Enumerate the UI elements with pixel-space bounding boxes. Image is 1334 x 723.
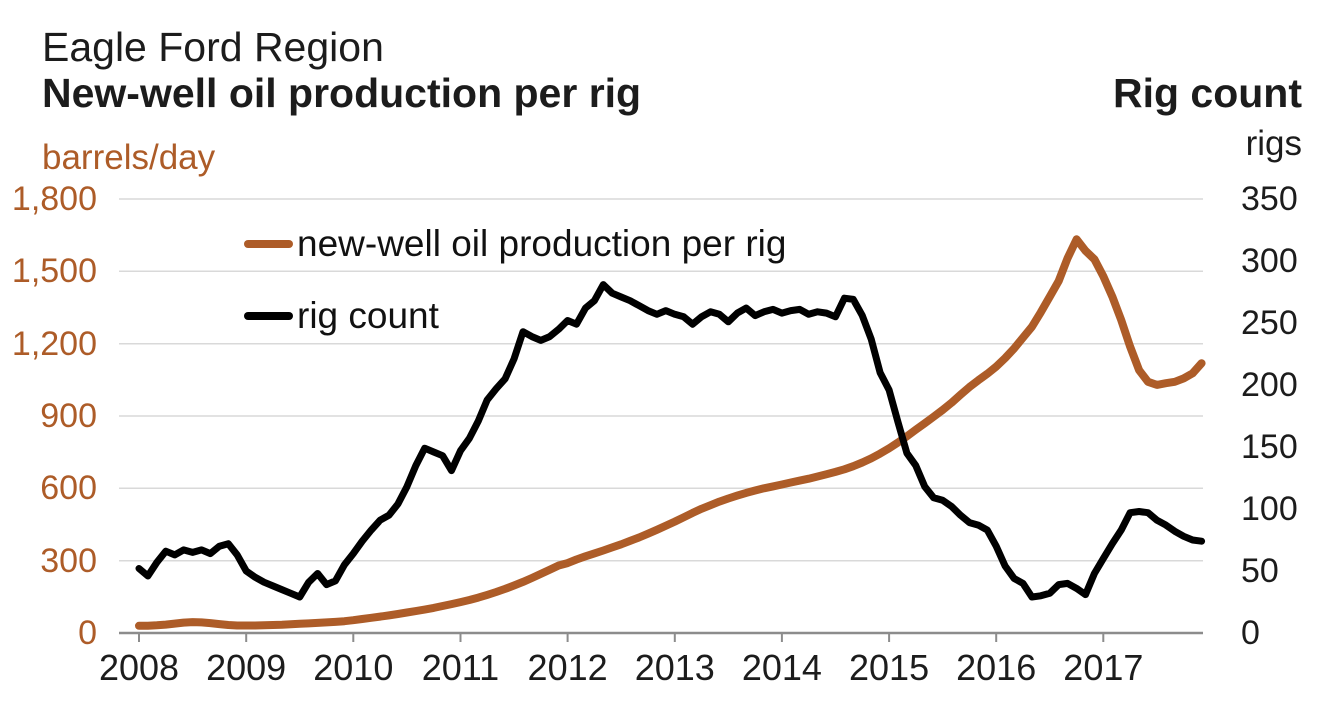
- x-axis-tick-label: 2012: [527, 647, 608, 688]
- x-axis-tick-label: 2015: [849, 647, 930, 688]
- right-axis-tick-label: 250: [1241, 304, 1298, 342]
- right-chart-title: Rig count: [1112, 70, 1302, 116]
- rig-count-line: [135, 281, 1206, 601]
- left-axis-tick-label: 1,500: [11, 252, 97, 291]
- right-axis-tick-label: 200: [1241, 366, 1298, 404]
- left-axis-unit: barrels/day: [42, 138, 216, 177]
- right-axis-tick-label: 350: [1241, 180, 1298, 218]
- right-axis-tick-label: 0: [1241, 614, 1260, 652]
- left-chart-title: New-well oil production per rig: [42, 70, 642, 116]
- right-axis-unit: rigs: [1245, 124, 1302, 163]
- x-axis-tick-label: 2014: [741, 647, 822, 688]
- x-axis-tick-label: 2011: [421, 647, 500, 688]
- right-axis-tick-label: 300: [1241, 242, 1298, 280]
- left-axis-tick-label: 300: [40, 541, 97, 580]
- left-axis-tick-label: 900: [40, 397, 97, 435]
- right-axis-tick-label: 150: [1241, 428, 1298, 466]
- x-axis-tick-label: 2010: [313, 647, 394, 688]
- left-axis-tick-label: 1,800: [11, 180, 97, 218]
- legend-item-production: new-well oil production per rig: [244, 222, 786, 266]
- x-axis-tick-label: 2008: [98, 647, 180, 688]
- rig-count-line-swatch: [244, 312, 293, 320]
- legend-label-rig-count: rig count: [297, 295, 439, 336]
- x-axis-tick-label: 2013: [634, 647, 715, 688]
- legend-label-production: new-well oil production per rig: [297, 223, 787, 264]
- right-axis-tick-label: 50: [1241, 552, 1279, 590]
- right-axis-tick-label: 100: [1241, 490, 1298, 528]
- x-axis-tick-label: 2016: [956, 647, 1037, 688]
- left-axis-tick-label: 0: [78, 614, 97, 652]
- x-axis-tick-label: 2017: [1063, 647, 1144, 688]
- production-line-swatch: [244, 240, 293, 248]
- region-title: Eagle Ford Region: [42, 24, 384, 70]
- production-line: [135, 235, 1206, 630]
- left-axis-tick-label: 1,200: [11, 324, 97, 363]
- legend-item-rig-count: rig count: [244, 294, 439, 338]
- x-axis-tick-label: 2009: [206, 647, 287, 688]
- left-axis-tick-label: 600: [40, 469, 97, 508]
